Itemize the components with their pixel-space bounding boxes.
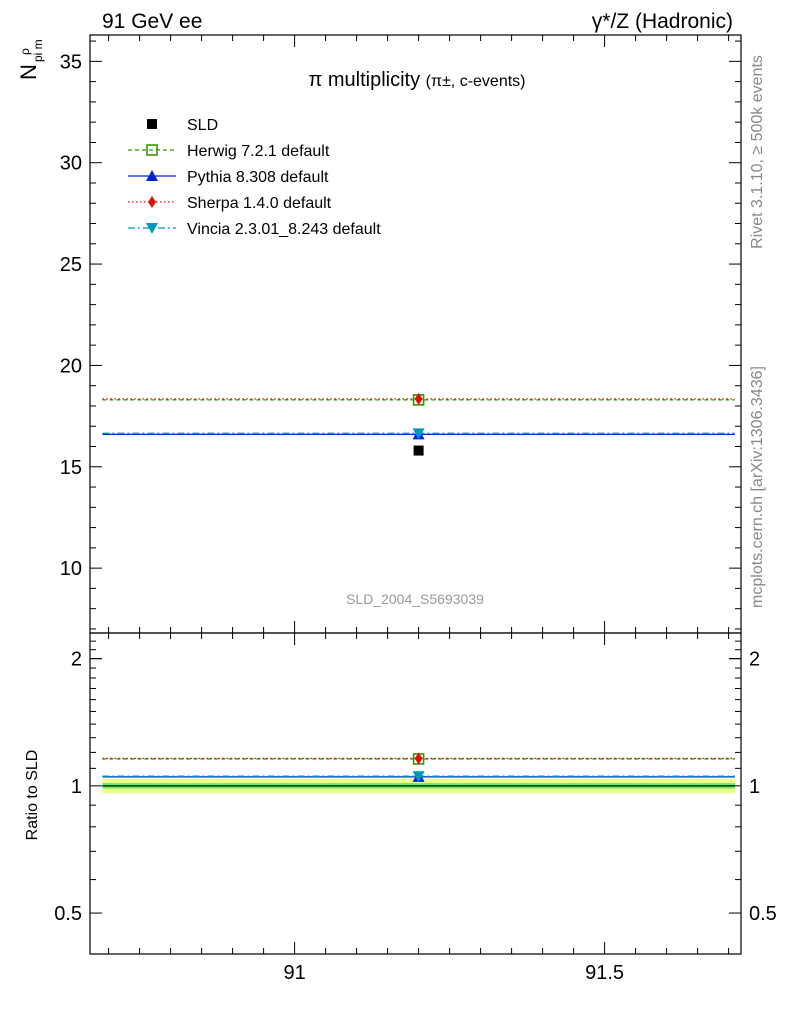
- ratio-uncertainty-band: [102, 778, 735, 794]
- ratio-axis-ticks: 0.5 0.5 1 1 2 2 91 91.5: [54, 633, 777, 984]
- main-markers: [412, 392, 425, 456]
- ratio-x-tick-label: 91.5: [585, 962, 624, 984]
- main-y-tick-label: 10: [60, 558, 82, 580]
- header-left: 91 GeV ee: [102, 10, 202, 33]
- sherpa-marker: [414, 392, 423, 405]
- main-y-label-base: N: [16, 64, 41, 80]
- main-y-tick-label: 35: [60, 51, 82, 73]
- ratio-frame: [89, 632, 742, 955]
- ratio-markers: [412, 752, 425, 783]
- main-y-label-sup: ρ: [18, 48, 32, 55]
- plot-title-main: π multiplicity: [309, 69, 421, 91]
- legend-vincia-label: Vincia 2.3.01_8.243 default: [187, 221, 381, 238]
- vincia-marker: [412, 428, 425, 440]
- main-panel: 10 15 20 25 30 35 π multiplicity (π±, c-event…: [60, 34, 742, 634]
- ratio-y-tick-label-left: 0.5: [54, 903, 82, 925]
- main-y-tick-label: 20: [60, 355, 82, 377]
- ratio-y-tick-label-right: 1: [749, 776, 760, 798]
- vincia-ratio-marker: [412, 771, 425, 783]
- legend-herwig-label: Herwig 7.2.1 default: [187, 143, 330, 160]
- legend-sld-label: SLD: [187, 117, 218, 134]
- ratio-y-tick-label-left: 1: [71, 776, 82, 798]
- legend-pythia-label: Pythia 8.308 default: [187, 169, 329, 186]
- legend: SLD Herwig 7.2.1 default Pythia 8.308 defa…: [128, 117, 381, 238]
- ratio-y-tick-label-right: 2: [749, 649, 760, 671]
- main-y-tick-label: 30: [60, 153, 82, 175]
- ratio-y-label: Ratio to SLD: [24, 750, 41, 841]
- main-y-label: N pi m ρ: [16, 39, 45, 80]
- main-axis-ticks: 10 15 20 25 30 35: [60, 35, 741, 633]
- ratio-x-tick-label: 91: [283, 962, 305, 984]
- ratio-panel: 0.5 0.5 1 1 2 2 91 91.5: [54, 632, 777, 984]
- watermark: SLD_2004_S5693039: [346, 591, 484, 607]
- sld-data-point: [413, 445, 424, 456]
- plot-title: π multiplicity (π±, c-events): [309, 69, 526, 91]
- legend-sherpa-label: Sherpa 1.4.0 default: [187, 195, 332, 212]
- main-y-label-sub: pi m: [31, 39, 45, 62]
- rivet-label: Rivet 3.1.10, ≥ 500k events: [749, 55, 766, 249]
- sherpa-ratio-marker: [414, 752, 423, 765]
- header-right: γ*/Z (Hadronic): [592, 10, 733, 33]
- legend-herwig-marker: [146, 144, 158, 156]
- legend-sherpa-marker: [148, 196, 156, 208]
- plot-title-sub: (π±, c-events): [426, 73, 526, 90]
- legend-sld-marker: [147, 119, 157, 129]
- mcplots-label: mcplots.cern.ch [arXiv:1306.3436]: [749, 366, 766, 608]
- legend-vincia-marker: [146, 223, 158, 234]
- legend-pythia-marker: [146, 170, 158, 181]
- main-y-tick-label: 15: [60, 457, 82, 479]
- ratio-y-tick-label-left: 2: [71, 649, 82, 671]
- ratio-y-tick-label-right: 0.5: [749, 903, 777, 925]
- main-y-tick-label: 25: [60, 254, 82, 276]
